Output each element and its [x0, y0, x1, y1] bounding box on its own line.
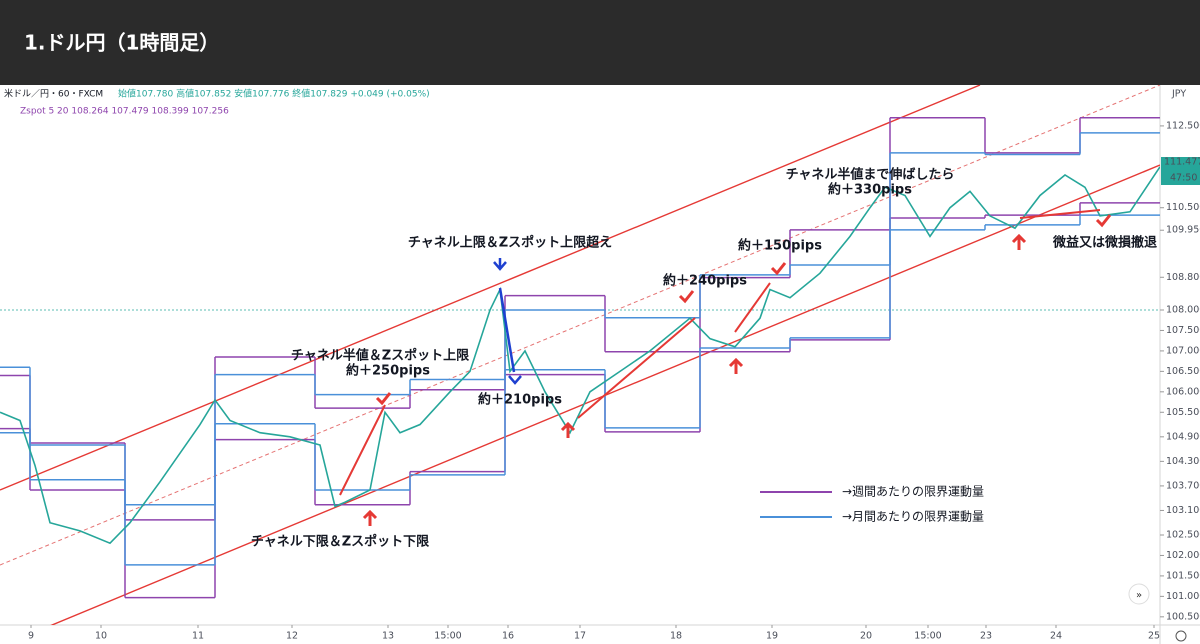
- annotation: 約＋150pips: [738, 238, 822, 254]
- y-tick-label: 107.000: [1166, 345, 1200, 356]
- price-line: [0, 166, 1160, 545]
- x-tick-label: 16: [502, 631, 514, 642]
- x-tick-label: 12: [286, 631, 298, 642]
- x-tick-label: 15:00: [914, 631, 941, 642]
- annotation: 約＋250pips: [346, 363, 430, 379]
- y-tick-label: 102.000: [1166, 550, 1200, 561]
- x-tick-label: 9: [28, 631, 34, 642]
- legend-label: →月間あたりの限界運動量: [842, 510, 984, 524]
- y-tick-label: 100.500: [1166, 611, 1200, 622]
- y-tick-label: 108.000: [1166, 305, 1200, 316]
- exit-checks: [375, 214, 1112, 406]
- x-tick-label: 19: [766, 631, 778, 642]
- arrow: [1019, 209, 1101, 219]
- plot-area: [0, 85, 1160, 625]
- x-tick-label: 13: [382, 631, 394, 642]
- arrow: [577, 317, 696, 419]
- annotation: チャネル下限＆Zスポット下限: [251, 534, 430, 550]
- x-tick-label: 25: [1148, 631, 1160, 642]
- y-tick-label: 104.900: [1166, 431, 1200, 442]
- y-tick-label: 102.500: [1166, 530, 1200, 541]
- last-price: 111.477: [1164, 156, 1200, 167]
- buy-arrows: [362, 233, 1027, 526]
- y-tick-label: 101.500: [1166, 570, 1200, 581]
- y-tick-label: 108.800: [1166, 272, 1200, 283]
- y-tick-label: 101.000: [1166, 591, 1200, 602]
- arrow: [498, 287, 516, 373]
- plot-marks: [0, 85, 1160, 625]
- trade-arrows: [339, 209, 1112, 526]
- x-tick-label: 24: [1050, 631, 1062, 642]
- annotation: 約＋210pips: [478, 392, 562, 408]
- channel-middle: [0, 85, 1160, 566]
- y-tick-label: 110.500: [1166, 202, 1200, 213]
- x-tick-label: 18: [670, 631, 682, 642]
- x-tick-label: 23: [980, 631, 992, 642]
- annotation: 微益又は微損撤退: [1052, 235, 1157, 251]
- currency: JPY: [1171, 89, 1186, 100]
- settings-button[interactable]: [1175, 630, 1187, 642]
- y-tick-label: 103.100: [1166, 505, 1200, 516]
- x-tick-label: 15:00: [434, 631, 461, 642]
- x-tick-label: 17: [574, 631, 586, 642]
- y-tick-label: 106.500: [1166, 366, 1200, 377]
- annotation: チャネル上限＆Zスポット上限超え: [408, 235, 612, 251]
- annotation: チャネル半値＆Zスポット上限: [291, 348, 470, 364]
- header-bar: [0, 0, 1200, 85]
- ohlc-info: 始値107.780 高値107.852 安値107.776 終値107.829 …: [118, 88, 430, 100]
- annotation: チャネル半値まで伸ばしたら: [786, 167, 955, 183]
- x-tick-label: 20: [860, 631, 872, 642]
- arrow: [339, 404, 386, 496]
- x-tick-label: 10: [95, 631, 107, 642]
- countdown: 47:50: [1170, 173, 1197, 184]
- channel-lower: [50, 164, 1160, 625]
- legend-label: →週間あたりの限界運動量: [842, 485, 984, 499]
- page-title: 1.ドル円（1時間足）: [24, 31, 219, 55]
- y-tick-label: 103.700: [1166, 480, 1200, 491]
- x-tick-label: 11: [192, 631, 204, 642]
- y-tick-label: 104.300: [1166, 456, 1200, 467]
- channel-upper: [0, 85, 981, 491]
- symbol-info: 米ドル／円・60・FXCM: [4, 88, 103, 100]
- arrow: [734, 282, 771, 333]
- signal: [493, 258, 522, 385]
- annotation: 約＋330pips: [828, 182, 912, 198]
- y-tick-label: 112.500: [1166, 120, 1200, 131]
- blue-arrows: [493, 258, 522, 385]
- scroll-icon: »: [1136, 590, 1142, 601]
- y-tick-label: 105.500: [1166, 407, 1200, 418]
- indicator-info: Zspot 5 20 108.264 107.479 108.399 107.2…: [20, 107, 229, 117]
- scroll-button[interactable]: [1128, 583, 1150, 605]
- y-tick-label: 107.500: [1166, 325, 1200, 336]
- annotation: 約＋240pips: [663, 273, 747, 289]
- y-tick-label: 106.000: [1166, 386, 1200, 397]
- y-tick-label: 109.950: [1166, 225, 1200, 236]
- last-price-box: [1161, 157, 1200, 185]
